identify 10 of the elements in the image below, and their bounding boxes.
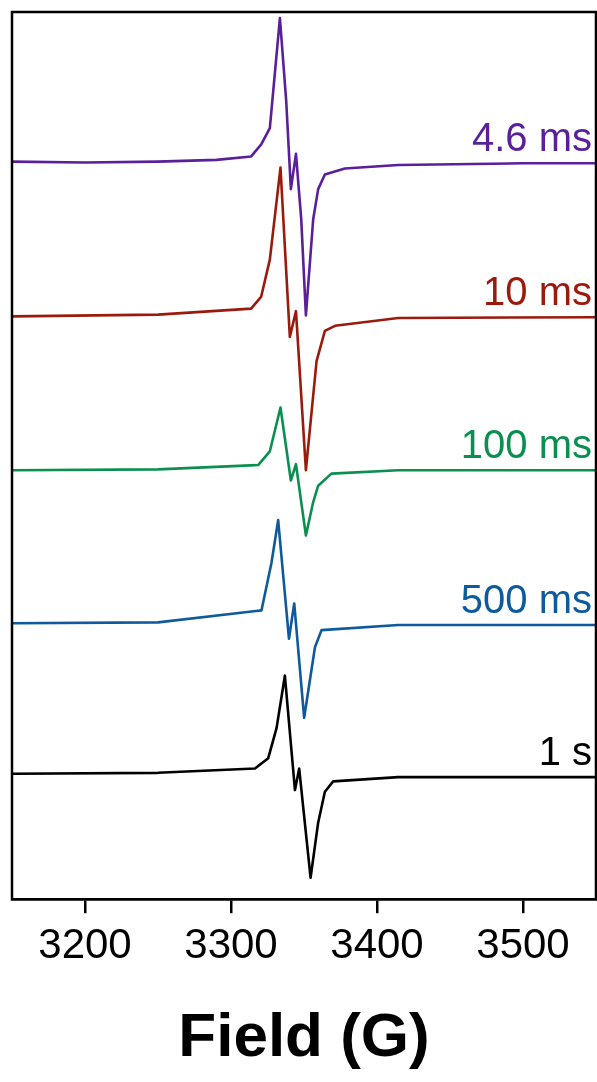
series-label: 100 ms [460,422,592,467]
series-label: 10 ms [483,269,592,314]
x-axis-title: Field (G) [178,999,430,1069]
x-tick-label: 3400 [330,919,424,967]
x-tick-label: 3500 [476,919,570,967]
series-label: 1 s [538,729,592,774]
x-tick-label: 3300 [184,919,278,967]
x-tick-label: 3200 [38,919,132,967]
series-label: 4.6 ms [471,115,592,160]
series-label: 500 ms [460,576,592,621]
